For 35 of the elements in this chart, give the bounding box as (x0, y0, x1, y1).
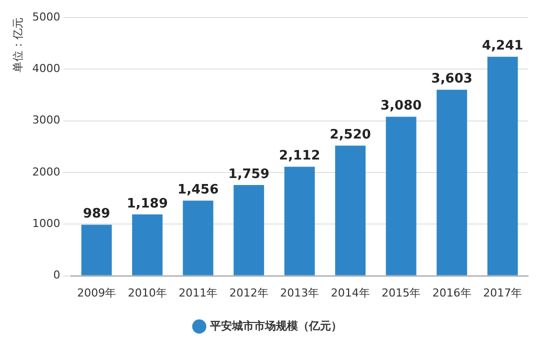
legend-label: 平安城市市场规模（亿元） (208, 319, 342, 332)
bar (386, 116, 416, 276)
data-label: 1,456 (178, 182, 219, 198)
x-tick-label: 2012年 (229, 286, 268, 300)
bar (335, 146, 366, 276)
data-label: 4,241 (482, 38, 524, 54)
data-label: 3,080 (380, 98, 422, 114)
x-tick-label: 2015年 (382, 286, 421, 300)
y-axis-title: 单位：亿元 (11, 18, 24, 73)
y-tick-label: 4000 (32, 62, 60, 76)
x-tick-label: 2017年 (483, 286, 522, 300)
bar (487, 56, 518, 276)
bar (234, 184, 264, 276)
x-tick-label: 2011年 (178, 286, 218, 300)
bar (284, 166, 315, 276)
y-tick-label: 3000 (32, 114, 60, 127)
x-tick-label: 2009年 (77, 286, 116, 300)
data-label: 2,520 (330, 128, 371, 143)
data-label: 989 (83, 206, 110, 222)
data-label: 3,603 (431, 72, 472, 87)
y-tick-label: 5000 (32, 10, 60, 24)
y-tick-label: 1000 (32, 217, 60, 230)
x-tick-label: 2010年 (128, 286, 167, 300)
bar (81, 224, 112, 276)
bar (436, 90, 468, 276)
data-label: 2,112 (279, 148, 320, 164)
x-tick-label: 2016年 (432, 286, 472, 300)
data-label: 1,759 (228, 166, 270, 182)
x-tick-label: 2013年 (280, 286, 320, 300)
bar (132, 214, 163, 276)
bar (182, 200, 214, 276)
data-label: 1,189 (126, 196, 168, 212)
y-tick-label: 2000 (32, 165, 60, 178)
x-tick-label: 2014年 (330, 286, 370, 300)
y-tick-label: 0 (53, 268, 60, 282)
